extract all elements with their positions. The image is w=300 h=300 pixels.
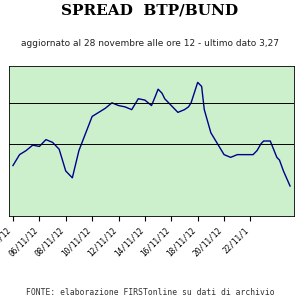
Text: FONTE: elaborazione FIRSTonline su dati di archivio: FONTE: elaborazione FIRSTonline su dati … xyxy=(26,288,274,297)
Text: SPREAD  BTP/BUND: SPREAD BTP/BUND xyxy=(61,3,239,17)
Text: aggiornato al 28 novembre alle ore 12 - ultimo dato 3,27: aggiornato al 28 novembre alle ore 12 - … xyxy=(21,39,279,48)
